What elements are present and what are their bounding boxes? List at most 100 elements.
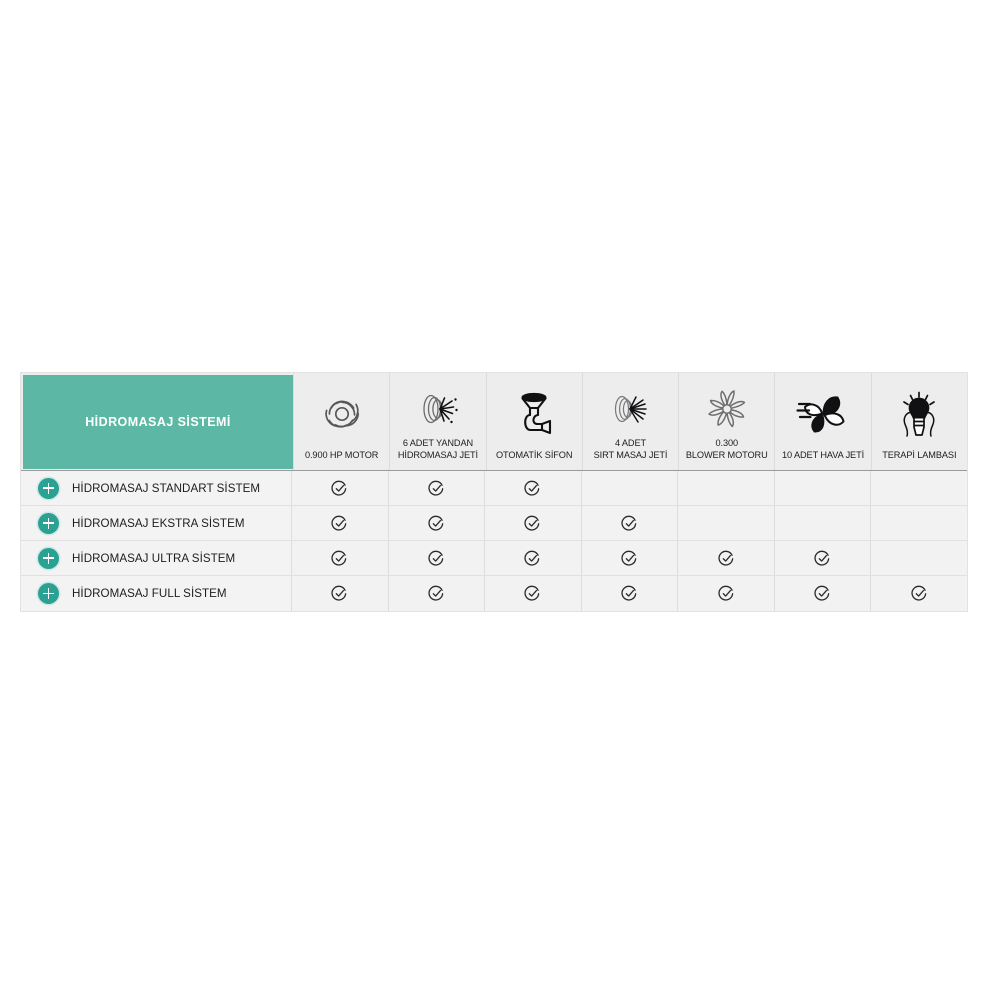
feature-cell-siphon [484,471,581,505]
feature-cell-blower [677,576,774,611]
plus-icon[interactable] [38,583,59,604]
check-circle-icon [524,480,541,497]
check-circle-icon [428,585,445,602]
row-label: HİDROMASAJ ULTRA SİSTEM [72,551,236,565]
row-label: HİDROMASAJ EKSTRA SİSTEM [72,516,245,530]
empty-cell [822,488,823,489]
feature-cell-therapy-lamp [870,541,968,575]
air-jet-fan-icon [778,379,867,450]
check-circle-icon [524,585,541,602]
check-circle-icon [524,515,541,532]
table-row[interactable]: HİDROMASAJ FULL SİSTEM [21,576,968,611]
check-circle-icon [911,585,928,602]
check-circle-icon [621,585,638,602]
feature-cell-back-jets [580,471,678,505]
brand-header-cell: HİDROMASAJ SİSTEMİ [23,375,293,469]
feature-cell-blower [677,471,774,505]
side-massage-jet-icon [393,379,482,438]
feature-cell-side-jets [387,506,485,540]
feature-cell-motor [291,471,388,505]
check-circle-icon [718,585,735,602]
column-header-air-jets: 10 ADET HAVA JETİ [774,373,871,470]
feature-cell-air-jets [773,506,871,540]
column-header-side-jets: 6 ADET YANDAN HİDROMASAJ JETİ [389,373,486,470]
table-row[interactable]: HİDROMASAJ EKSTRA SİSTEM [21,506,968,541]
feature-cell-air-jets [773,576,871,611]
plus-icon[interactable] [38,547,59,569]
feature-cell-back-jets [580,576,678,611]
column-header-siphon: OTOMATİK SİFON [485,373,582,470]
row-cells [291,471,968,505]
table-row[interactable]: HİDROMASAJ STANDART SİSTEM [21,471,968,506]
check-circle-icon [524,550,541,567]
check-circle-icon [621,515,638,532]
check-circle-icon [331,515,348,532]
empty-cell [726,523,727,524]
row-label-cell[interactable]: HİDROMASAJ FULL SİSTEM [21,576,291,611]
plus-icon[interactable] [38,477,59,499]
feature-cell-motor [291,576,388,611]
table-header-row: HİDROMASAJ SİSTEMİ [21,373,967,471]
feature-cell-side-jets [387,471,485,505]
column-header-back-jets: 4 ADET SIRT MASAJ JETİ [581,373,679,470]
empty-cell [629,488,630,489]
check-circle-icon [718,550,735,567]
empty-cell [822,523,823,524]
plus-icon[interactable] [38,512,59,534]
feature-cell-side-jets [387,541,485,575]
check-circle-icon [428,480,445,497]
feature-cell-therapy-lamp [870,471,968,505]
column-header-label: 10 ADET HAVA JETİ [782,449,865,460]
check-circle-icon [428,515,445,532]
column-header-label: 6 ADET YANDAN HİDROMASAJ JETİ [397,438,479,460]
check-circle-icon [814,550,831,567]
column-header-label: TERAPİ LAMBASI [882,449,957,460]
column-header-label: OTOMATİK SİFON [496,449,573,460]
check-circle-icon [331,550,348,567]
automatic-siphon-icon [490,379,579,450]
row-label: HİDROMASAJ STANDART SİSTEM [72,481,261,495]
row-label-cell[interactable]: HİDROMASAJ EKSTRA SİSTEM [21,506,291,540]
feature-cell-siphon [484,576,581,611]
feature-cell-siphon [484,506,581,540]
check-circle-icon [331,480,348,497]
spiral-pump-motor-icon [297,379,386,450]
row-label-cell[interactable]: HİDROMASAJ STANDART SİSTEM [21,471,291,505]
feature-cell-side-jets [387,576,485,611]
blower-motor-fan-icon [682,379,771,438]
empty-cell [919,523,920,524]
feature-cell-therapy-lamp [870,506,968,540]
feature-cell-back-jets [580,506,678,540]
column-header-blower: 0.300 BLOWER MOTORU [678,373,775,470]
column-header-label: 0.900 HP MOTOR [304,449,379,460]
feature-cell-therapy-lamp [870,576,968,611]
feature-comparison-table: HİDROMASAJ SİSTEMİ [20,372,968,612]
check-circle-icon [331,585,348,602]
empty-cell [726,488,727,489]
feature-cell-back-jets [580,541,678,575]
row-cells [291,506,968,540]
feature-cell-blower [677,541,774,575]
row-cells [291,541,968,575]
column-headers: 0.900 HP MOTOR [293,373,967,470]
feature-cell-siphon [484,541,581,575]
back-massage-jet-icon [586,379,675,438]
feature-cell-air-jets [773,541,871,575]
column-header-label: 0.300 BLOWER MOTORU [685,438,768,460]
therapy-lamp-icon [875,379,964,450]
column-header-label: 4 ADET SIRT MASAJ JETİ [593,438,668,460]
feature-cell-motor [291,506,388,540]
row-label-cell[interactable]: HİDROMASAJ ULTRA SİSTEM [21,541,291,575]
feature-cell-air-jets [773,471,871,505]
row-cells [291,576,968,611]
empty-cell [919,558,920,559]
empty-cell [919,488,920,489]
column-header-therapy-lamp: TERAPİ LAMBASI [870,373,967,470]
row-label: HİDROMASAJ FULL SİSTEM [72,587,227,600]
feature-cell-motor [291,541,388,575]
table-row[interactable]: HİDROMASAJ ULTRA SİSTEM [21,541,968,576]
check-circle-icon [621,550,638,567]
page-title: HİDROMASAJ SİSTEMİ [85,415,231,429]
check-circle-icon [428,550,445,567]
